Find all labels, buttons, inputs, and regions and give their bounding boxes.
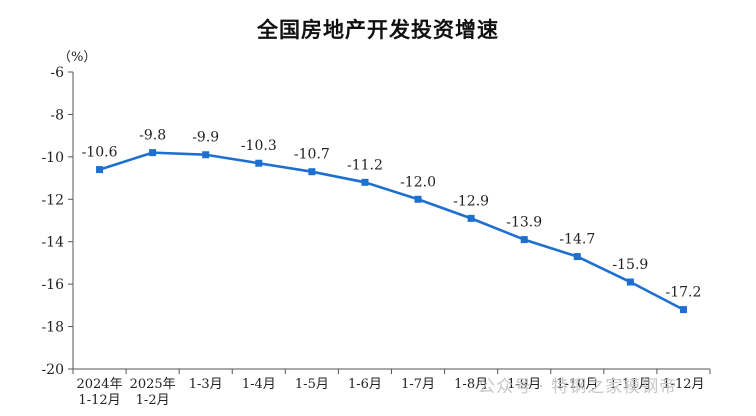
data-point xyxy=(414,195,422,203)
data-point xyxy=(520,236,528,244)
x-tick-label: 1-5月 xyxy=(295,377,329,392)
data-label: -9.9 xyxy=(192,130,219,146)
data-label: -12.0 xyxy=(400,174,436,190)
data-point xyxy=(573,253,581,261)
x-tick-label: 1-2月 xyxy=(136,393,170,408)
x-tick-label: 1-4月 xyxy=(242,377,276,392)
data-label: -10.6 xyxy=(82,145,118,161)
data-label: -15.9 xyxy=(612,257,648,273)
x-tick-label: 1-9月 xyxy=(507,377,541,392)
y-tick-label: -20 xyxy=(41,362,64,378)
data-point xyxy=(308,168,316,176)
x-tick-label: 1-7月 xyxy=(401,377,435,392)
data-point xyxy=(149,149,157,157)
y-tick-label: -10 xyxy=(41,150,64,166)
y-tick-label: -6 xyxy=(50,65,64,81)
data-label: -10.7 xyxy=(294,147,330,163)
x-tick-label: 1-10月 xyxy=(556,377,598,392)
x-tick-label: 1-11月 xyxy=(609,377,651,392)
x-tick-label: 2025年 xyxy=(130,377,176,392)
watermark-text: 公众号 · 特钢之家模钢帝 xyxy=(478,377,678,397)
data-label: -10.3 xyxy=(241,138,277,154)
data-point xyxy=(679,306,687,314)
data-label: -14.7 xyxy=(559,232,595,248)
y-tick-label: -8 xyxy=(50,107,64,123)
series-line xyxy=(99,151,685,311)
y-tick-label: -18 xyxy=(41,320,64,336)
data-point xyxy=(467,214,475,222)
x-tick-label: 1-3月 xyxy=(189,377,223,392)
data-label: -13.9 xyxy=(506,215,542,231)
data-point xyxy=(96,166,104,174)
y-tick-label: -12 xyxy=(41,192,64,208)
x-tick-label: 1-12月 xyxy=(78,393,120,408)
y-axis-unit: （%） xyxy=(58,50,97,65)
y-tick-label: -16 xyxy=(41,277,64,293)
data-label: -12.9 xyxy=(453,193,489,209)
data-point xyxy=(202,151,210,159)
x-tick-label: 1-8月 xyxy=(454,377,488,392)
y-tick-label: -14 xyxy=(41,235,64,251)
chart-title: 全国房地产开发投资增速 xyxy=(257,18,499,42)
data-label: -11.2 xyxy=(347,157,383,173)
data-label: -9.8 xyxy=(139,128,166,144)
data-point xyxy=(361,178,369,186)
x-tick-label: 1-12月 xyxy=(662,377,704,392)
data-point xyxy=(255,159,263,167)
x-tick-label: 1-6月 xyxy=(348,377,382,392)
data-point xyxy=(626,278,634,286)
data-label: -17.2 xyxy=(666,285,702,301)
x-tick-label: 2024年 xyxy=(76,377,122,392)
